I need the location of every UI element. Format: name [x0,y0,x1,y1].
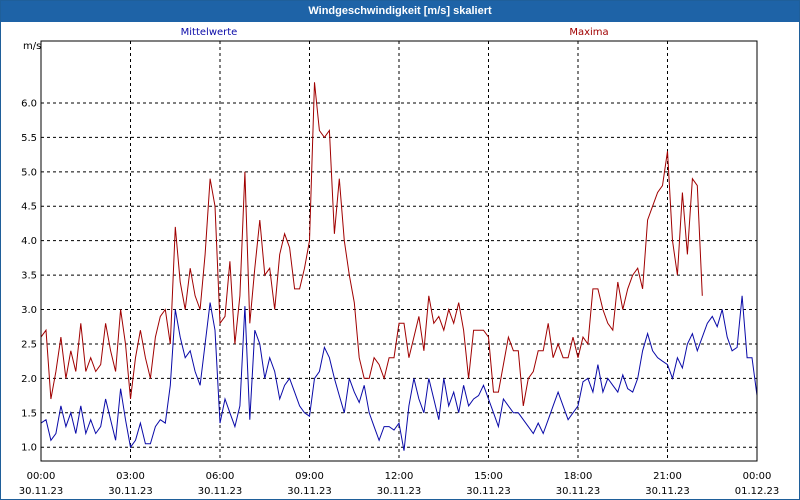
legend-mittelwerte: Mittelwerte [181,27,238,38]
plot-frame [40,40,758,462]
y-tick-label: 4.5 [21,202,37,213]
x-tick-time: 06:00 [206,471,235,482]
x-tick-date: 30.11.23 [198,486,243,497]
y-tick-label: 1.0 [21,443,37,454]
x-tick-time: 18:00 [564,471,593,482]
y-tick-label: 3.5 [21,271,37,282]
x-tick-time: 15:00 [474,471,503,482]
x-tick-time: 21:00 [653,471,682,482]
x-tick-time: 09:00 [295,471,324,482]
x-tick-time: 12:00 [385,471,414,482]
series-line-maxima [40,82,703,406]
x-tick-date: 01.12.23 [735,486,780,497]
x-tick-date: 30.11.23 [645,486,690,497]
series-layer [40,82,758,451]
window-title: Windgeschwindigkeit [m/s] skaliert [1,1,799,22]
series-line-mittelwerte [40,295,758,451]
x-tick-time: 00:00 [743,471,772,482]
y-tick-label: 6.0 [21,98,37,109]
y-tick-label: 4.0 [21,236,37,247]
x-tick-time: 03:00 [116,471,145,482]
x-tick-date: 30.11.23 [108,486,153,497]
x-tick-time: 00:00 [27,471,56,482]
y-tick-label: 5.5 [21,133,37,144]
y-tick-label: 2.5 [21,339,37,350]
x-tick-date: 30.11.23 [19,486,64,497]
y-tick-label: 3.0 [21,305,37,316]
y-tick-label: 2.0 [21,374,37,385]
legend-maxima: Maxima [569,27,608,38]
x-tick-date: 30.11.23 [287,486,332,497]
y-axis-label: m/s [23,41,41,52]
grid-layer [41,41,757,461]
x-tick-date: 30.11.23 [377,486,422,497]
x-tick-date: 30.11.23 [556,486,601,497]
y-tick-label: 1.5 [21,408,37,419]
tick-layer: 1.0 1.5 2.0 2.5 3.0 3.5 4.0 4.5 5.0 5.5 6.0 00:00 30… [19,98,780,497]
y-tick-label: 5.0 [21,167,37,178]
x-tick-date: 30.11.23 [466,486,511,497]
